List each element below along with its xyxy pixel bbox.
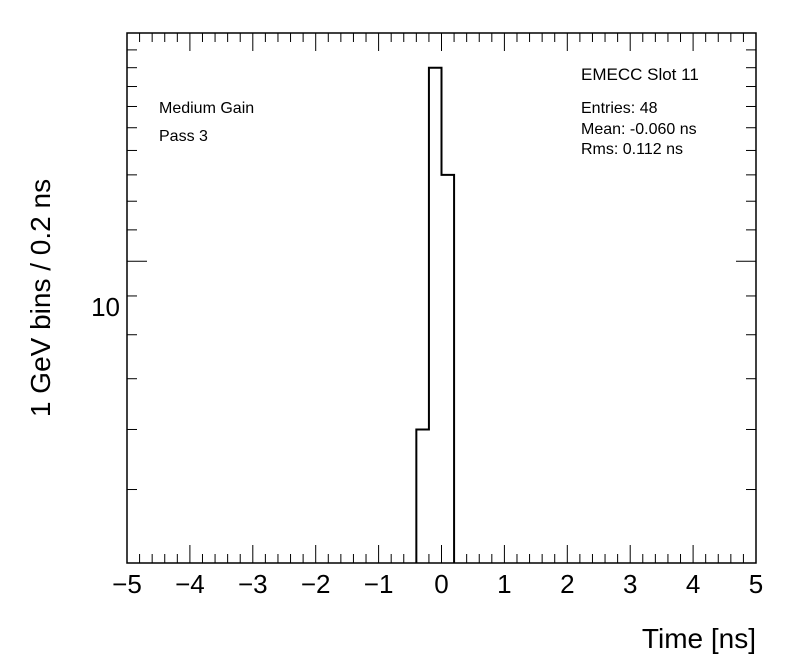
histogram-bin: [429, 68, 442, 563]
x-tick-label: −5: [112, 569, 142, 599]
axis-ticks: [126, 32, 757, 563]
annotation-pass: Pass 3: [159, 128, 208, 145]
stat-mean: Mean: -0.060 ns: [581, 121, 697, 138]
x-tick-label: 1: [497, 569, 511, 599]
y-axis-title: 1 GeV bins / 0.2 ns: [25, 179, 56, 417]
annotation-medium-gain: Medium Gain: [159, 100, 254, 117]
x-axis-title: Time [ns]: [642, 623, 756, 654]
x-tick-label: −3: [238, 569, 268, 599]
x-tick-label: 4: [686, 569, 700, 599]
stat-rms: Rms: 0.112 ns: [581, 141, 683, 158]
histogram-outline: [415, 66, 456, 563]
y-tick-label-10: 10: [91, 292, 120, 322]
histogram-bin: [416, 429, 429, 563]
x-tick-labels: −5 −4 −3 −2 −1 0 1 2 3 4 5: [112, 569, 763, 599]
x-tick-label: −1: [364, 569, 394, 599]
x-tick-label: 5: [749, 569, 763, 599]
x-tick-label: −2: [301, 569, 331, 599]
x-tick-label: 2: [560, 569, 574, 599]
x-tick-label: 3: [623, 569, 637, 599]
x-tick-label: −4: [175, 569, 205, 599]
histogram-bins: [416, 68, 454, 563]
stat-entries: Entries: 48: [581, 100, 658, 117]
histogram-bin: [442, 175, 455, 563]
x-tick-label: 0: [434, 569, 448, 599]
annotation-slot-title: EMECC Slot 11: [581, 65, 699, 84]
